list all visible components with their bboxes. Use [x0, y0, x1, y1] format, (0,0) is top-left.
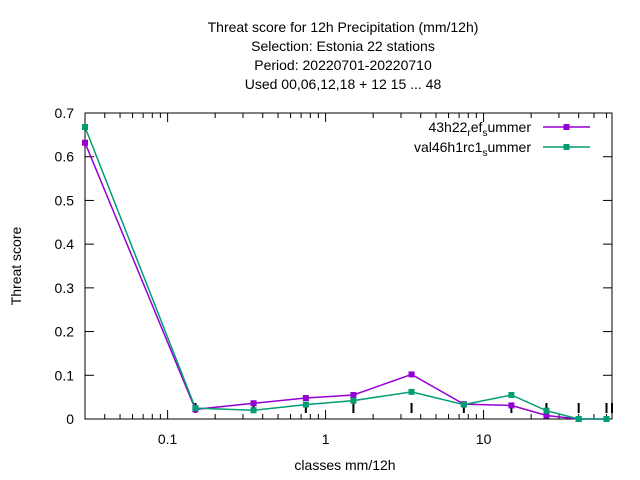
data-point: [82, 139, 88, 146]
data-point: [603, 416, 610, 422]
data-point: [543, 407, 550, 414]
axis-ticks: [84, 112, 613, 420]
legend-label-2: val46h1rc1summer: [414, 139, 531, 159]
legend-marker-1: [563, 124, 570, 130]
legend-label-1: 43h22refsummer: [428, 119, 531, 139]
y-tick-label: 0.7: [55, 105, 75, 121]
y-tick-label: 0.5: [55, 192, 75, 208]
data-point: [250, 407, 257, 414]
data-point: [408, 371, 415, 378]
y-tick-label: 0.1: [55, 367, 75, 383]
chart-title: Threat score for 12h Precipitation (mm/1…: [208, 19, 479, 92]
y-tick-label: 0.3: [55, 280, 75, 296]
data-point: [350, 397, 357, 404]
data-point: [192, 405, 199, 412]
data-point: [82, 123, 88, 130]
legend: 43h22refsummer val46h1rc1summer: [414, 119, 590, 159]
data-point: [543, 412, 550, 419]
title-line-4: Used 00,06,12,18 + 12 15 ... 48: [245, 76, 442, 92]
title-line-1: Threat score for 12h Precipitation (mm/1…: [208, 19, 479, 35]
series-line-2: [84, 126, 607, 420]
data-point: [302, 395, 309, 402]
x-axis-label: classes mm/12h: [294, 457, 395, 473]
data-point: [350, 391, 357, 398]
data-point: [250, 400, 257, 407]
data-point: [508, 402, 515, 409]
y-tick-labels: 0 0.1 0.2 0.3 0.4 0.5 0.6 0.7: [55, 105, 75, 427]
data-point: [575, 416, 582, 422]
data-point: [460, 401, 467, 408]
y-tick-label: 0.2: [55, 324, 75, 340]
y-axis-label: Threat score: [8, 226, 24, 305]
x-tick-labels: 0.1 1 10: [158, 431, 492, 447]
data-point: [408, 388, 415, 395]
series-group: [82, 123, 610, 422]
plot-frame: [84, 112, 613, 420]
data-point: [508, 391, 515, 398]
x-tick-label: 0.1: [158, 431, 178, 447]
title-line-3: Period: 20220701-20220710: [254, 57, 432, 73]
data-point: [302, 401, 309, 408]
y-tick-label: 0.4: [55, 236, 75, 252]
x-tick-label: 10: [476, 431, 492, 447]
series-line-1: [84, 142, 607, 420]
y-tick-label: 0: [66, 411, 74, 427]
legend-marker-2: [563, 144, 570, 150]
x-tick-label: 1: [322, 431, 330, 447]
y-tick-label: 0.6: [55, 149, 75, 165]
title-line-2: Selection: Estonia 22 stations: [251, 38, 435, 54]
